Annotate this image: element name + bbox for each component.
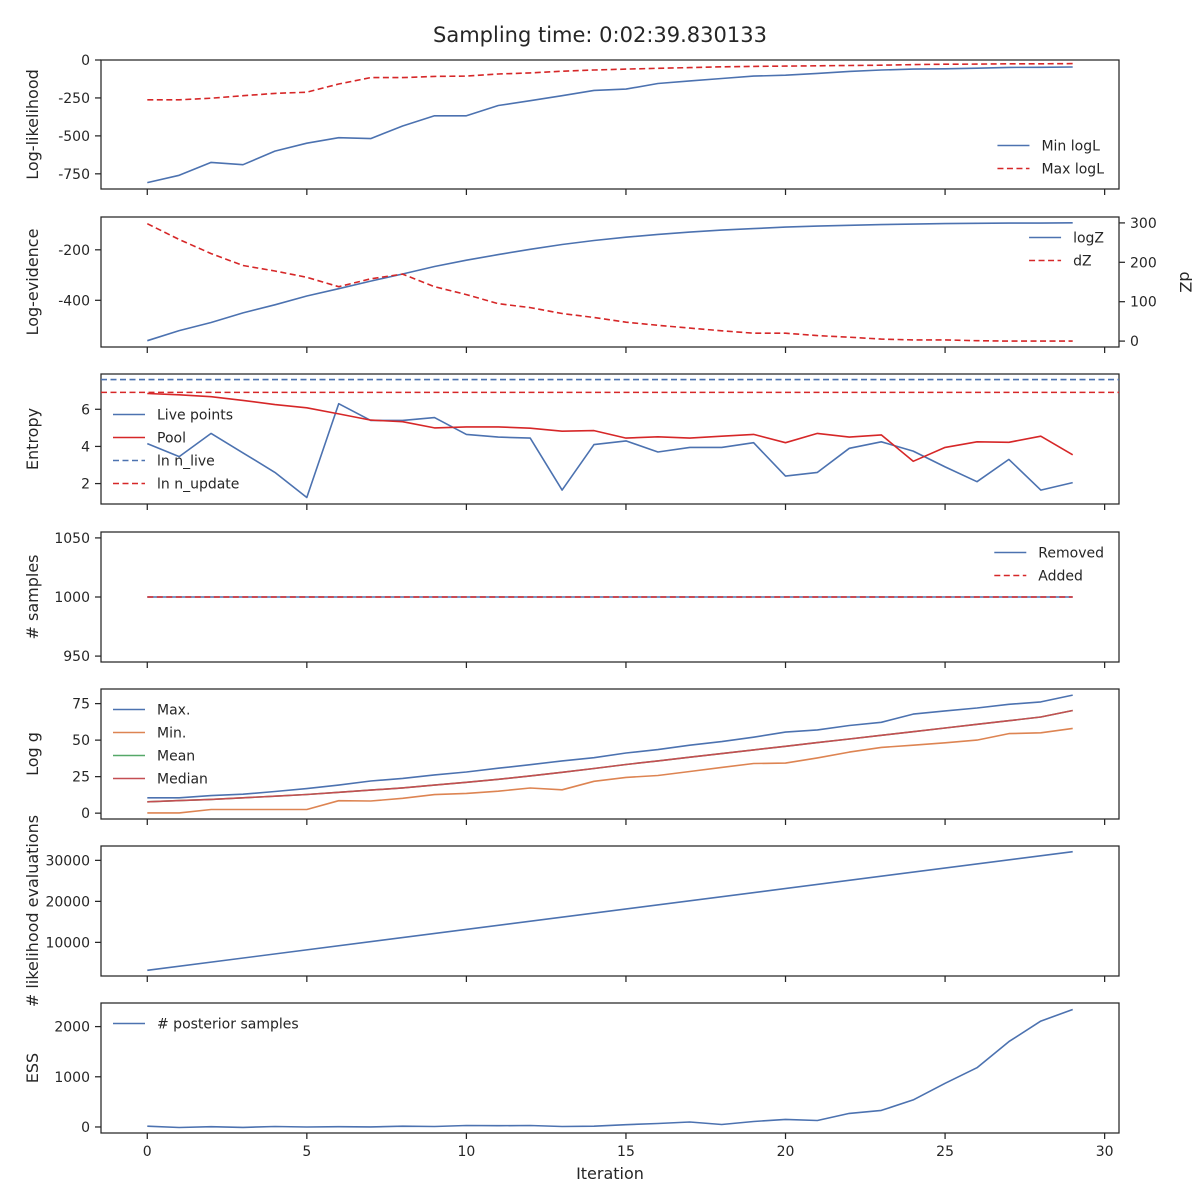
plot-area [147,62,1073,184]
y-right-tick-label: 100 [1130,295,1157,311]
y-tick-label: 1000 [54,590,90,606]
legend-label: Max logL [1041,162,1104,178]
y-tick-label: 20000 [45,894,90,910]
x-tick-label: 15 [617,1144,635,1160]
y-right-tick-label: 200 [1130,255,1157,271]
y-tick-label: 0 [81,806,90,822]
legend-label: ln n_update [157,477,239,493]
panel-ess: 0 5 10 15 20 25 30 0 1000 2000 ESS # posterior samp… [23,1002,1120,1160]
x-tick-label: 30 [1096,1144,1114,1160]
plot-area [147,850,1073,972]
y-tick-label: -750 [58,167,90,183]
axes-frame [100,845,1120,977]
x-tick-label: 25 [936,1144,954,1160]
x-tick-label: 20 [777,1144,795,1160]
series-min-logl [147,66,1073,184]
y-right-tick-label: 300 [1130,216,1157,232]
legend: logZ dZ [1029,231,1104,270]
legend-label: dZ [1073,254,1091,270]
axes-frame [100,373,1120,505]
series-max [147,694,1073,799]
panel-likelihood_evals: 10000 20000 30000# likelihood evaluations [23,815,1120,1007]
x-axis-label: Iteration [576,1164,644,1183]
series-median [147,709,1073,803]
panel-logg: 0 25 50 75 Log g Max. Min. Mean Median [23,688,1120,825]
series-min [147,727,1073,814]
legend: Max. Min. Mean Median [113,703,208,788]
y-tick-label: 2 [81,477,90,493]
y-tick-label: 25 [72,770,90,786]
series-max-logl [147,62,1073,101]
y-tick-label: 2000 [54,1020,90,1036]
y-tick-label: 0 [81,53,90,69]
legend-label: Mean [157,749,195,765]
legend-label: Added [1038,569,1083,585]
y-tick-label: 950 [63,649,90,665]
axes-frame [100,1002,1120,1134]
y-tick-label: 75 [72,697,90,713]
y-tick-label: 6 [81,402,90,418]
y-tick-label: 0 [81,1120,90,1136]
series-dz [146,222,1073,342]
plot-area [147,694,1073,814]
legend-label: Median [157,772,208,788]
y-tick-label: -500 [58,129,90,145]
legend: # posterior samples [113,1017,299,1033]
legend-label: Max. [157,703,190,719]
y-tick-label: 1000 [54,1070,90,1086]
y-tick-label: 30000 [45,853,90,869]
x-tick-label: 5 [302,1144,311,1160]
y-tick-label: 1050 [54,531,90,547]
y-axis-label: ESS [23,1053,42,1083]
plot-area [147,1008,1073,1129]
legend-label: Min logL [1041,139,1100,155]
y-tick-label: 10000 [45,935,90,951]
y-axis-label: Entropy [23,408,42,470]
panel-samples: 950 1000 1050 # samples Removed Added [23,531,1120,668]
panels: 0 -250 -500 -750 Log-likelihood Min logL Max l… [23,53,1195,1160]
legend-label: Pool [157,431,186,447]
legend-label: Min. [157,726,186,742]
axes-frame [100,59,1120,190]
series-posterior-samples [147,1008,1073,1129]
plot-area [101,378,1119,499]
series-live-points [146,402,1073,499]
y-tick-label: -200 [58,243,90,259]
series-pool [147,392,1074,463]
legend-label: ln n_live [157,454,215,470]
axes-frame [100,688,1120,820]
y-axis-label: # samples [23,555,42,640]
x-tick-label: 0 [143,1144,152,1160]
y-tick-label: 4 [81,439,90,455]
y-axis-label: Log g [23,732,42,776]
y-tick-label: -250 [58,91,90,107]
legend: Min logL Max logL [997,139,1104,178]
y-axis-label: Log-likelihood [23,69,42,180]
legend-label: logZ [1073,231,1104,247]
y-tick-label: -400 [58,293,90,309]
axes-frame [100,216,1120,348]
y-axis-label: Log-evidence [23,229,42,336]
legend: Removed Added [994,546,1104,585]
panel-logevidence: -200 -400 Log-evidence 0 100 200 300 dZ logZ dZ [23,216,1195,353]
y-right-tick-label: 0 [1130,334,1139,350]
plot-area [146,222,1073,342]
legend-label: # posterior samples [157,1017,299,1033]
y-right-axis-label: dZ [1176,271,1195,292]
x-tick-label: 10 [457,1144,475,1160]
series-logz [147,222,1073,342]
series-line [147,850,1073,972]
legend-label: Live points [157,408,233,424]
y-axis-label: # likelihood evaluations [23,815,42,1007]
panel-loglikelihood: 0 -250 -500 -750 Log-likelihood Min logL Max l… [23,53,1120,195]
figure-title: Sampling time: 0:02:39.830133 [433,23,767,47]
y-tick-label: 50 [72,733,90,749]
legend-label: Removed [1038,546,1104,562]
